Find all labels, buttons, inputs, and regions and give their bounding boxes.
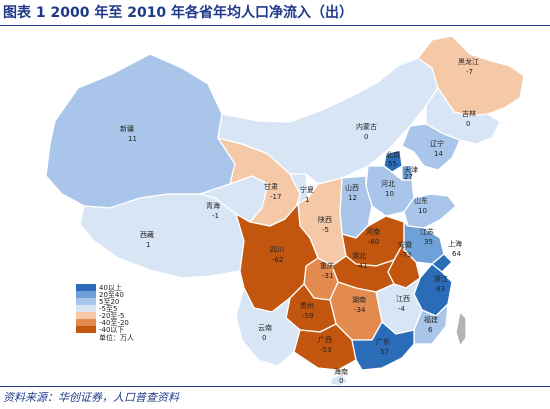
province-value: -34 xyxy=(354,306,366,314)
province-label: 江苏 xyxy=(420,227,434,236)
province-guangxi[interactable] xyxy=(293,323,357,371)
province-label: 青海 xyxy=(206,201,220,210)
legend-unit: 单位：万人 xyxy=(99,333,134,342)
province-value: -73 xyxy=(400,251,411,259)
province-value: -17 xyxy=(270,193,281,201)
legend-label: -40以下 xyxy=(99,326,124,334)
province-label: 甘肃 xyxy=(264,182,278,191)
source-rule xyxy=(0,386,550,387)
province-label: 辽宁 xyxy=(430,139,444,148)
province-value: -41 xyxy=(356,262,367,270)
figure-title: 图表 1 2000 年至 2010 年各省年均人口净流入（出） xyxy=(3,5,354,21)
province-value: -4 xyxy=(398,305,406,313)
province-value: 35 xyxy=(424,238,433,246)
province-hainan[interactable] xyxy=(329,373,349,386)
province-xinjiang[interactable] xyxy=(45,53,236,209)
legend-label: 5至20 xyxy=(99,298,119,306)
province-label: 北京 xyxy=(386,150,400,159)
province-label: 天津 xyxy=(404,166,418,174)
legend-swatch-minus5-5 xyxy=(76,305,96,312)
province-value: -7 xyxy=(466,68,473,76)
province-value: 1 xyxy=(146,241,150,249)
province-label: 安徽 xyxy=(398,240,412,249)
province-value: -62 xyxy=(272,256,283,264)
province-value: -5 xyxy=(322,226,329,234)
province-value: -1 xyxy=(212,212,219,220)
legend-label: -40至-20 xyxy=(99,319,129,327)
province-label: 浙江 xyxy=(434,274,448,283)
province-label: 新疆 xyxy=(120,124,134,133)
province-labels: 新疆 11 西藏 1 青海 -1 甘肃 -17 宁夏 1 内蒙古 0 黑龙江 -… xyxy=(120,57,479,385)
province-label: 海南 xyxy=(334,367,348,376)
province-value: 1 xyxy=(305,196,309,204)
province-label: 江西 xyxy=(396,295,410,303)
legend: 40以上 20至40 5至20 -5至5 -20至-5 -40至-20 -40以… xyxy=(76,283,134,342)
province-label: 广东 xyxy=(376,337,390,346)
source-note: 资料来源：华创证券，人口普查资料 xyxy=(3,391,179,404)
province-label: 河北 xyxy=(381,180,395,188)
province-value: 55 xyxy=(388,160,397,168)
province-value: -53 xyxy=(320,346,331,354)
province-label: 山东 xyxy=(414,196,428,205)
legend-label: -20至-5 xyxy=(99,312,124,320)
legend-swatch-minus20-minus5 xyxy=(76,312,96,319)
legend-swatch-5-20 xyxy=(76,298,96,305)
province-label: 四川 xyxy=(270,246,284,254)
province-label: 西藏 xyxy=(140,230,154,239)
title-rule xyxy=(0,25,550,26)
province-label: 重庆 xyxy=(320,261,334,270)
province-value: 0 xyxy=(466,120,470,128)
province-sichuan[interactable] xyxy=(235,203,319,313)
province-value: 10 xyxy=(418,207,427,215)
province-label: 湖北 xyxy=(352,251,366,260)
province-guangdong[interactable] xyxy=(351,321,415,371)
legend-swatch-20-40 xyxy=(76,291,96,298)
province-value: -60 xyxy=(368,238,379,246)
province-value: 83 xyxy=(436,285,445,293)
province-value: -31 xyxy=(322,272,333,280)
province-inner-mongolia[interactable] xyxy=(217,57,439,185)
legend-label: 20至40 xyxy=(99,291,124,299)
province-label: 内蒙古 xyxy=(356,122,377,131)
province-value: 27 xyxy=(404,173,413,181)
province-value: 57 xyxy=(380,348,389,356)
province-label: 广西 xyxy=(318,335,332,344)
province-label: 黑龙江 xyxy=(458,57,479,66)
province-beijing[interactable] xyxy=(383,149,403,173)
province-liaoning[interactable] xyxy=(401,123,461,171)
province-value: 0 xyxy=(262,334,266,342)
province-value: 0 xyxy=(339,377,343,385)
province-label: 山西 xyxy=(345,183,359,192)
province-label: 福建 xyxy=(424,315,438,324)
province-label: 吉林 xyxy=(462,109,476,118)
province-value: 0 xyxy=(364,133,368,141)
legend-swatch-minus40-below xyxy=(76,326,96,333)
province-value: 10 xyxy=(385,190,394,198)
province-label: 上海 xyxy=(448,239,462,248)
province-value: 11 xyxy=(128,135,137,143)
province-jilin[interactable] xyxy=(425,87,501,145)
taiwan-shape xyxy=(455,311,467,347)
province-value: 64 xyxy=(452,250,461,258)
province-value: 14 xyxy=(434,150,443,158)
province-label: 陕西 xyxy=(318,215,332,224)
province-value: 6 xyxy=(428,326,433,334)
province-label: 湖南 xyxy=(352,295,366,304)
legend-label: 40以上 xyxy=(99,283,122,292)
province-value: -59 xyxy=(302,312,313,320)
china-province-map: 40以上 20至40 5至20 -5至5 -20至-5 -40至-20 -40以… xyxy=(45,35,525,386)
province-label: 宁夏 xyxy=(300,185,314,194)
legend-swatch-minus40-minus20 xyxy=(76,319,96,326)
legend-label: -5至5 xyxy=(99,305,117,313)
province-label: 河南 xyxy=(366,227,380,236)
legend-swatch-40-plus xyxy=(76,284,96,291)
province-value: 12 xyxy=(348,194,357,202)
province-label: 云南 xyxy=(258,323,272,332)
province-label: 贵州 xyxy=(300,301,314,310)
